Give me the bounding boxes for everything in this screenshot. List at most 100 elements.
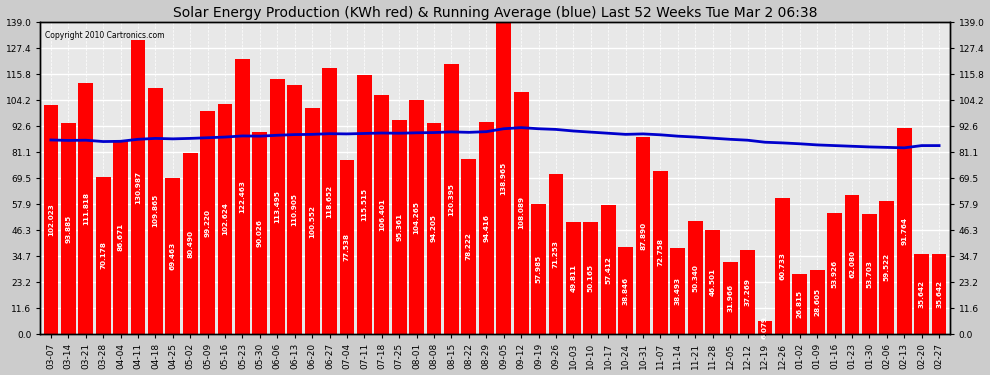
Bar bbox=[165, 178, 180, 334]
Text: 95.361: 95.361 bbox=[396, 213, 402, 241]
Bar bbox=[548, 174, 563, 334]
Bar bbox=[357, 75, 372, 334]
Text: 71.253: 71.253 bbox=[553, 240, 559, 268]
Text: 130.987: 130.987 bbox=[135, 171, 141, 204]
Text: 108.089: 108.089 bbox=[518, 196, 524, 230]
Bar bbox=[915, 254, 929, 334]
Bar bbox=[113, 140, 128, 334]
Bar bbox=[287, 85, 302, 334]
Text: 38.846: 38.846 bbox=[623, 276, 629, 304]
Bar bbox=[618, 247, 633, 334]
Text: 26.815: 26.815 bbox=[797, 290, 803, 318]
Bar bbox=[670, 248, 685, 334]
Bar bbox=[131, 40, 146, 334]
Bar bbox=[897, 128, 912, 334]
Bar bbox=[496, 22, 511, 334]
Bar bbox=[514, 92, 529, 334]
Bar bbox=[409, 100, 424, 334]
Text: 87.890: 87.890 bbox=[640, 222, 646, 250]
Text: 59.522: 59.522 bbox=[884, 253, 890, 281]
Bar bbox=[653, 171, 668, 334]
Bar bbox=[601, 205, 616, 334]
Text: 35.642: 35.642 bbox=[919, 280, 925, 308]
Bar bbox=[566, 222, 581, 334]
Bar bbox=[828, 213, 842, 334]
Bar bbox=[810, 270, 825, 334]
Text: 102.624: 102.624 bbox=[222, 202, 228, 236]
Bar bbox=[340, 160, 354, 334]
Text: 80.490: 80.490 bbox=[187, 230, 193, 258]
Bar bbox=[252, 132, 267, 334]
Text: 138.965: 138.965 bbox=[501, 162, 507, 195]
Text: 50.340: 50.340 bbox=[692, 264, 698, 292]
Text: 78.222: 78.222 bbox=[466, 232, 472, 260]
Bar bbox=[96, 177, 111, 334]
Text: 93.885: 93.885 bbox=[65, 214, 71, 243]
Bar bbox=[61, 123, 75, 334]
Bar bbox=[148, 87, 162, 334]
Bar bbox=[479, 122, 494, 334]
Text: 90.026: 90.026 bbox=[256, 219, 263, 247]
Bar bbox=[322, 68, 337, 334]
Text: 106.401: 106.401 bbox=[379, 198, 385, 231]
Bar bbox=[775, 198, 790, 334]
Bar bbox=[445, 64, 458, 334]
Bar bbox=[636, 137, 650, 334]
Text: 100.552: 100.552 bbox=[309, 205, 315, 238]
Text: 38.493: 38.493 bbox=[675, 277, 681, 305]
Text: 70.178: 70.178 bbox=[100, 242, 106, 269]
Bar bbox=[532, 204, 545, 334]
Bar bbox=[44, 105, 58, 334]
Text: 69.463: 69.463 bbox=[170, 242, 176, 270]
Bar bbox=[218, 104, 233, 334]
Text: 53.926: 53.926 bbox=[832, 260, 838, 288]
Text: 102.023: 102.023 bbox=[48, 203, 53, 236]
Text: 91.764: 91.764 bbox=[901, 217, 907, 245]
Bar bbox=[792, 274, 807, 334]
Bar bbox=[461, 159, 476, 334]
Text: 31.966: 31.966 bbox=[727, 284, 734, 312]
Text: 118.652: 118.652 bbox=[327, 184, 333, 218]
Bar bbox=[583, 222, 598, 334]
Text: 28.605: 28.605 bbox=[814, 288, 820, 316]
Text: 99.220: 99.220 bbox=[205, 209, 211, 237]
Text: 6.079: 6.079 bbox=[762, 316, 768, 339]
Bar bbox=[723, 262, 738, 334]
Text: 111.818: 111.818 bbox=[83, 192, 89, 225]
Bar bbox=[200, 111, 215, 334]
Text: 57.985: 57.985 bbox=[536, 255, 542, 283]
Bar bbox=[183, 153, 198, 334]
Text: 77.538: 77.538 bbox=[344, 233, 350, 261]
Text: 46.501: 46.501 bbox=[710, 268, 716, 296]
Bar bbox=[392, 120, 407, 334]
Bar bbox=[427, 123, 442, 334]
Bar bbox=[688, 221, 703, 334]
Bar bbox=[78, 83, 93, 334]
Text: 72.758: 72.758 bbox=[657, 238, 663, 267]
Text: 62.080: 62.080 bbox=[849, 251, 855, 279]
Text: 49.811: 49.811 bbox=[570, 264, 576, 292]
Text: 94.205: 94.205 bbox=[431, 214, 437, 242]
Bar bbox=[862, 214, 877, 334]
Text: 120.395: 120.395 bbox=[448, 183, 454, 216]
Text: 122.463: 122.463 bbox=[240, 180, 246, 213]
Text: 110.905: 110.905 bbox=[292, 193, 298, 226]
Text: 50.165: 50.165 bbox=[588, 264, 594, 292]
Bar bbox=[757, 321, 772, 334]
Text: 109.865: 109.865 bbox=[152, 194, 158, 228]
Bar bbox=[879, 201, 894, 334]
Text: 86.671: 86.671 bbox=[118, 223, 124, 251]
Bar bbox=[844, 195, 859, 334]
Bar bbox=[932, 254, 946, 334]
Title: Solar Energy Production (KWh red) & Running Average (blue) Last 52 Weeks Tue Mar: Solar Energy Production (KWh red) & Runn… bbox=[172, 6, 818, 20]
Bar bbox=[705, 230, 720, 334]
Text: 104.265: 104.265 bbox=[414, 201, 420, 234]
Bar bbox=[235, 59, 249, 334]
Text: 35.642: 35.642 bbox=[937, 280, 942, 308]
Text: 115.515: 115.515 bbox=[361, 188, 367, 221]
Text: 60.733: 60.733 bbox=[779, 252, 785, 280]
Text: 113.495: 113.495 bbox=[274, 190, 280, 223]
Text: 53.703: 53.703 bbox=[866, 260, 872, 288]
Bar bbox=[374, 95, 389, 334]
Text: 94.416: 94.416 bbox=[483, 214, 489, 242]
